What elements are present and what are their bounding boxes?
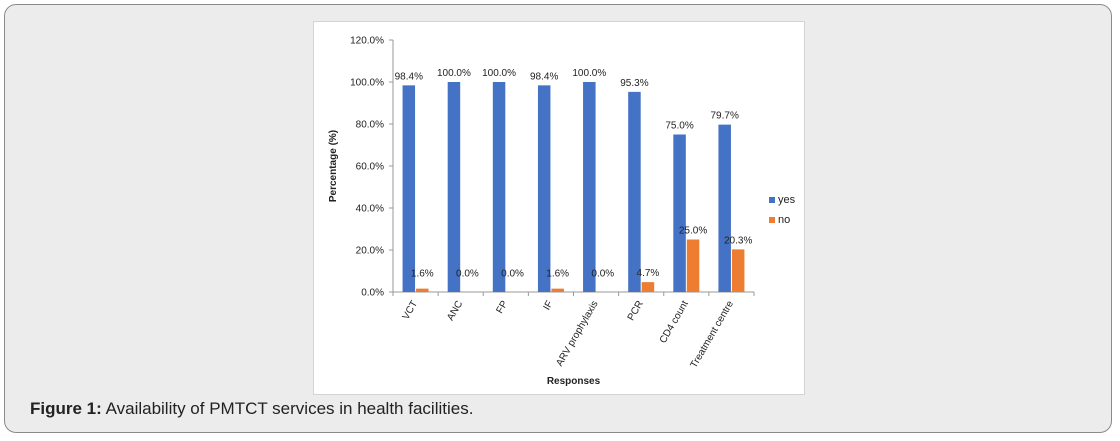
caption-text: Availability of PMTCT services in health…: [101, 399, 474, 418]
legend-label-yes: yes: [778, 194, 796, 206]
y-tick-label: 0.0%: [361, 288, 384, 299]
y-tick-label: 40.0%: [356, 204, 384, 215]
data-label-no: 0.0%: [501, 269, 524, 280]
x-tick-label: Treatment centre: [689, 299, 737, 370]
data-label-no: 0.0%: [591, 269, 614, 280]
bar-yes: [583, 82, 596, 292]
x-tick-label: PCR: [626, 299, 646, 323]
data-label-yes: 98.4%: [395, 71, 423, 82]
y-tick-label: 20.0%: [356, 246, 384, 257]
figure-caption: Figure 1: Availability of PMTCT services…: [30, 399, 473, 419]
x-tick-label: CD4 count: [658, 299, 691, 346]
bar-yes: [447, 82, 461, 292]
y-tick-label: 120.0%: [350, 36, 384, 47]
x-tick-label: ANC: [445, 299, 465, 323]
legend-swatch-no: [769, 217, 775, 223]
y-tick-label: 60.0%: [356, 162, 384, 173]
bar-no: [731, 249, 745, 292]
data-label-yes: 95.3%: [620, 78, 648, 89]
data-label-no: 0.0%: [456, 269, 479, 280]
bar-no: [686, 239, 700, 292]
bar-yes: [718, 124, 731, 292]
data-label-no: 20.3%: [724, 235, 752, 246]
data-label-yes: 100.0%: [437, 68, 471, 79]
data-label-no: 1.6%: [546, 269, 569, 280]
data-label-yes: 75.0%: [665, 121, 693, 132]
figure-frame: 0.0% 20.0% 40.0% 60.0% 80.0% 100.0% 120.0% 98.4…: [4, 4, 1112, 433]
legend-label-no: no: [778, 214, 790, 226]
data-label-yes: 100.0%: [482, 68, 516, 79]
data-label-yes: 100.0%: [572, 68, 606, 79]
y-axis-title: Percentage (%): [328, 130, 339, 202]
data-label-no: 4.7%: [637, 268, 660, 279]
data-label-yes: 98.4%: [530, 71, 558, 82]
data-label-no: 1.6%: [411, 269, 434, 280]
bar-no: [551, 288, 564, 292]
x-tick-label: IF: [542, 299, 556, 312]
chart-panel: 0.0% 20.0% 40.0% 60.0% 80.0% 100.0% 120.0% 98.4…: [313, 21, 805, 395]
bar-yes: [492, 82, 506, 292]
x-tick-label: FP: [494, 299, 510, 316]
bar-no: [641, 282, 655, 292]
x-axis-title: Responses: [547, 376, 601, 387]
caption-label: Figure 1:: [30, 399, 102, 418]
x-tick-label: VCT: [401, 299, 421, 322]
legend-swatch-yes: [769, 197, 775, 203]
bar-no: [416, 288, 429, 292]
data-label-no: 25.0%: [679, 226, 707, 237]
y-tick-label: 100.0%: [350, 78, 384, 89]
bar-yes: [537, 85, 551, 292]
bar-chart: 0.0% 20.0% 40.0% 60.0% 80.0% 100.0% 120.0% 98.4…: [328, 36, 796, 388]
bar-yes: [673, 134, 686, 292]
bar-yes: [628, 91, 641, 293]
data-label-yes: 79.7%: [711, 111, 739, 122]
bar-yes: [402, 85, 416, 292]
y-tick-label: 80.0%: [356, 120, 384, 131]
x-tick-label: ARV prophylaxis: [554, 299, 600, 368]
